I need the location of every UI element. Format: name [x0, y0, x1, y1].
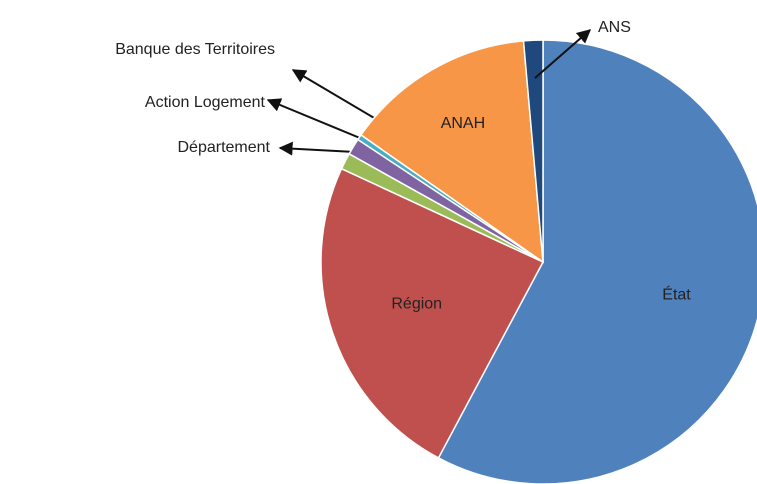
- slice-label: ANAH: [441, 115, 485, 132]
- leader-arrow: [534, 29, 592, 79]
- slice-label: État: [662, 285, 691, 304]
- pie-slice: [522, 39, 544, 263]
- slice-label: ANS: [598, 19, 631, 36]
- leader-arrow: [278, 141, 356, 156]
- slice-label: Département: [178, 139, 271, 156]
- pie-slice: [359, 40, 544, 264]
- slice-label: Action Logement: [145, 94, 266, 111]
- pie-slice: [320, 167, 545, 459]
- slice-label: Région: [391, 296, 442, 313]
- slice-label: Banque des Territoires: [115, 41, 275, 58]
- leader-arrow: [266, 98, 373, 144]
